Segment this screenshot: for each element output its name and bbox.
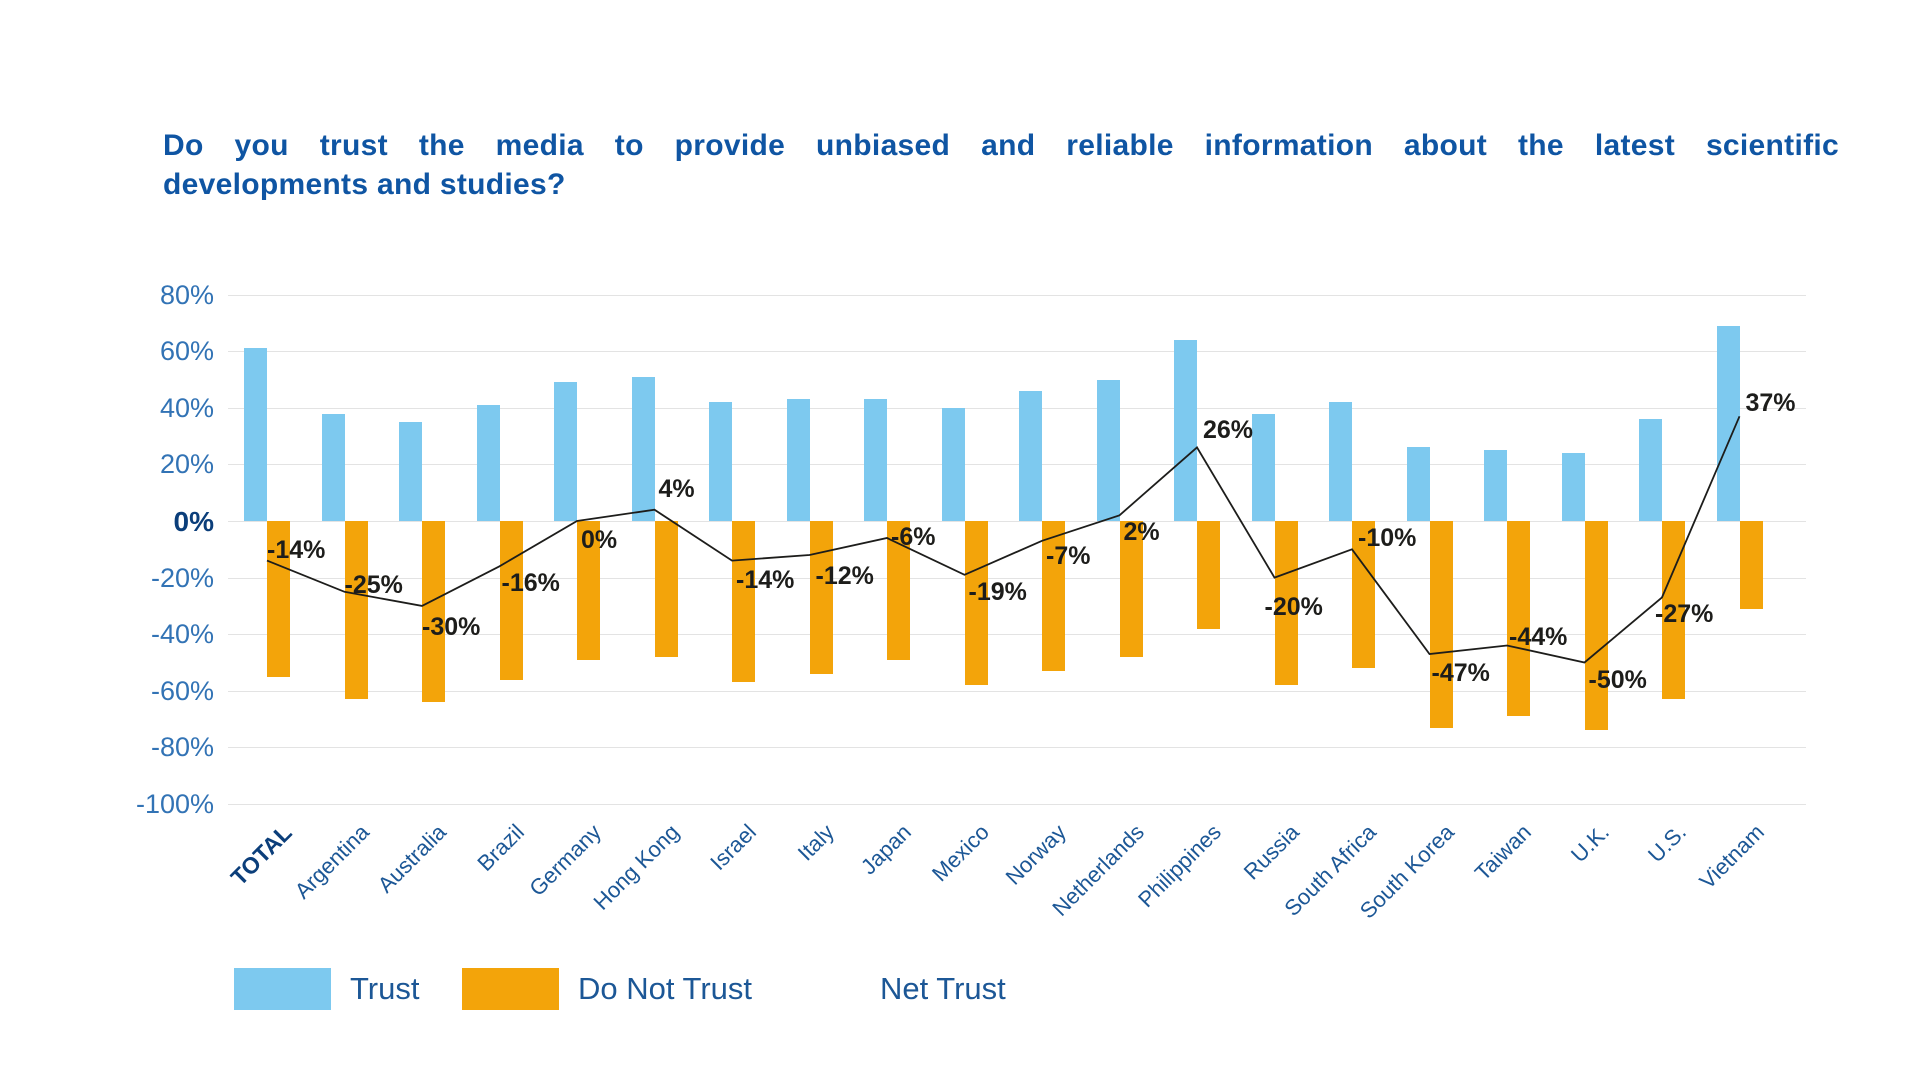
do-not-trust-bar-south-korea	[1429, 521, 1453, 728]
do-not-trust-bar-netherlands	[1119, 521, 1143, 657]
trust-bar-germany	[554, 382, 577, 521]
net-trust-value-netherlands: 2%	[1123, 518, 1160, 547]
do-not-trust-bar-u-k-	[1584, 521, 1608, 731]
net-trust-value-u-s-: -27%	[1655, 600, 1714, 629]
y-axis-tick--60: -60%	[150, 675, 214, 706]
do-not-trust-bar-italy	[809, 521, 833, 674]
gridline--80	[228, 747, 1806, 749]
trust-bar-italy	[786, 399, 810, 521]
trust-bar-netherlands	[1096, 379, 1120, 521]
net-trust-value-brazil: -16%	[501, 569, 560, 598]
legend-label-net-trust: Net Trust	[880, 971, 1006, 1006]
do-not-trust-bar-argentina	[344, 521, 368, 700]
do-not-trust-bar-russia	[1274, 521, 1298, 686]
trust-bar-vietnam	[1716, 325, 1740, 521]
gridline--20	[228, 577, 1806, 579]
trust-bar-south-africa	[1329, 402, 1352, 521]
gridline-80	[228, 294, 1806, 296]
legend-swatch-trust	[234, 968, 331, 1010]
y-axis-tick-20: 20%	[159, 449, 214, 480]
net-trust-value-vietnam: 37%	[1745, 389, 1796, 418]
trust-bar-taiwan	[1484, 450, 1507, 522]
gridline-20	[228, 464, 1806, 466]
trust-bar-mexico	[941, 407, 965, 521]
legend-label-trust: Trust	[350, 971, 420, 1006]
trust-bar-total	[244, 348, 267, 521]
trust-bar-israel	[709, 402, 732, 521]
net-trust-value-u-k-: -50%	[1588, 665, 1647, 694]
gridline--40	[228, 634, 1806, 636]
trust-bar-russia	[1251, 413, 1275, 521]
gridline--60	[228, 690, 1806, 692]
trust-bar-philippines	[1174, 339, 1197, 521]
chart-title: Do you trust the media to provide unbias…	[163, 126, 1839, 204]
y-axis-tick-80: 80%	[159, 279, 214, 310]
net-trust-value-japan: -6%	[891, 523, 936, 551]
trust-bar-brazil	[476, 405, 500, 521]
y-axis-tick--40: -40%	[150, 619, 214, 650]
do-not-trust-bar-israel	[732, 521, 755, 683]
y-axis-tick--20: -20%	[150, 562, 214, 593]
net-trust-value-mexico: -19%	[968, 577, 1027, 606]
net-trust-value-italy: -12%	[815, 562, 874, 590]
legend: Trust Do Not Trust Net Trust	[0, 964, 1920, 1014]
do-not-trust-bar-philippines	[1197, 521, 1220, 629]
do-not-trust-bar-taiwan	[1507, 521, 1530, 717]
net-trust-value-south-korea: -47%	[1431, 659, 1490, 687]
do-not-trust-bar-u-s-	[1662, 521, 1685, 700]
net-trust-value-germany: 0%	[581, 526, 618, 554]
gridline-60	[228, 351, 1806, 353]
net-trust-value-norway: -7%	[1046, 541, 1091, 570]
net-trust-value-israel: -14%	[736, 565, 795, 594]
chart-title-line2: developments and studies?	[163, 168, 566, 201]
net-trust-value-australia: -30%	[422, 612, 481, 641]
gridline-40	[228, 407, 1806, 409]
gridline-0	[228, 521, 1806, 522]
do-not-trust-bar-norway	[1042, 521, 1065, 671]
net-trust-value-russia: -20%	[1264, 592, 1323, 621]
y-axis-tick--80: -80%	[150, 732, 214, 763]
trust-bar-hong-kong	[631, 376, 655, 521]
net-trust-value-philippines: 26%	[1203, 416, 1254, 445]
do-not-trust-bar-australia	[422, 521, 445, 703]
do-not-trust-bar-mexico	[964, 521, 988, 686]
do-not-trust-bar-brazil	[499, 521, 523, 680]
legend-label-do-not-trust: Do Not Trust	[578, 971, 752, 1006]
net-trust-value-hong-kong: 4%	[658, 474, 695, 503]
do-not-trust-bar-japan	[887, 521, 910, 660]
trust-bar-norway	[1019, 390, 1042, 521]
net-trust-value-south-africa: -10%	[1358, 524, 1417, 553]
trust-bar-u-s-	[1639, 419, 1662, 521]
y-axis-tick-0: 0%	[173, 506, 214, 537]
do-not-trust-bar-vietnam	[1739, 521, 1763, 609]
do-not-trust-bar-total	[267, 521, 290, 677]
do-not-trust-bar-germany	[577, 521, 600, 660]
chart-title-line1: Do you trust the media to provide unbias…	[163, 129, 1839, 162]
do-not-trust-bar-hong-kong	[654, 521, 678, 657]
trust-bar-australia	[399, 421, 422, 521]
trust-bar-argentina	[321, 413, 345, 521]
y-axis-tick-40: 40%	[159, 392, 214, 423]
trust-bar-japan	[864, 399, 887, 521]
net-trust-value-taiwan: -44%	[1509, 622, 1568, 651]
y-axis-tick-60: 60%	[159, 336, 214, 367]
legend-swatch-do-not-trust	[462, 968, 559, 1010]
net-trust-value-total: -14%	[267, 535, 326, 564]
trust-bar-south-korea	[1406, 447, 1430, 521]
net-trust-value-argentina: -25%	[344, 570, 403, 599]
y-axis-tick--100: -100%	[135, 789, 214, 819]
gridline--100	[228, 804, 1806, 805]
trust-bar-u-k-	[1561, 453, 1585, 521]
